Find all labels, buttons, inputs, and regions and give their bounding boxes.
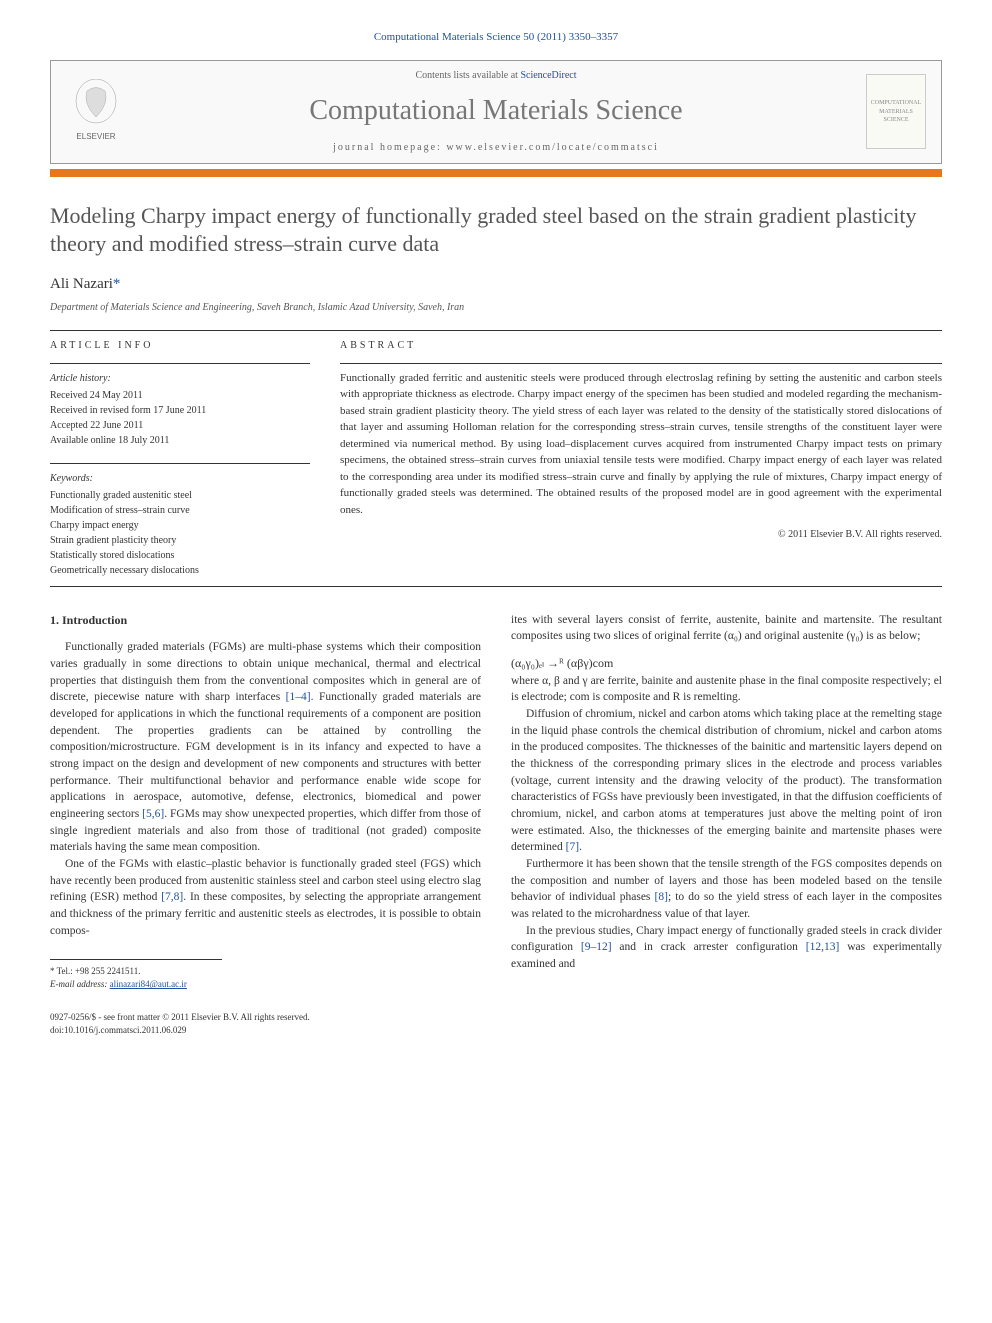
footnote-block: * Tel.: +98 255 2241511. E-mail address:… bbox=[50, 959, 222, 991]
history-label: Article history: bbox=[50, 372, 310, 386]
footer-meta: 0927-0256/$ - see front matter © 2011 El… bbox=[50, 1011, 942, 1036]
keyword: Statistically stored dislocations bbox=[50, 548, 310, 563]
body-column-left: 1. Introduction Functionally graded mate… bbox=[50, 612, 481, 992]
body-paragraph: ites with several layers consist of ferr… bbox=[511, 612, 942, 645]
corresponding-author-mark[interactable]: * bbox=[113, 276, 121, 292]
journal-title: Computational Materials Science bbox=[126, 91, 866, 130]
affiliation: Department of Materials Science and Engi… bbox=[50, 301, 942, 315]
keyword: Modification of stress–strain curve bbox=[50, 503, 310, 518]
body-paragraph: One of the FGMs with elastic–plastic beh… bbox=[50, 856, 481, 939]
article-info-heading: ARTICLE INFO bbox=[50, 339, 310, 353]
journal-cover-thumbnail: COMPUTATIONAL MATERIALS SCIENCE bbox=[866, 74, 926, 149]
online-date: Available online 18 July 2011 bbox=[50, 433, 310, 448]
abstract-heading: ABSTRACT bbox=[340, 339, 942, 353]
citation-header: Computational Materials Science 50 (2011… bbox=[50, 30, 942, 45]
keyword: Geometrically necessary dislocations bbox=[50, 563, 310, 578]
body-column-right: ites with several layers consist of ferr… bbox=[511, 612, 942, 992]
divider bbox=[50, 586, 942, 587]
accepted-date: Accepted 22 June 2011 bbox=[50, 418, 310, 433]
sciencedirect-link[interactable]: ScienceDirect bbox=[520, 70, 576, 81]
keywords-label: Keywords: bbox=[50, 472, 310, 486]
body-paragraph: In the previous studies, Chary impact en… bbox=[511, 923, 942, 973]
article-title: Modeling Charpy impact energy of functio… bbox=[50, 202, 942, 259]
article-info-block: ARTICLE INFO Article history: Received 2… bbox=[50, 339, 310, 578]
journal-banner: ELSEVIER Contents lists available at Sci… bbox=[50, 60, 942, 163]
keyword: Charpy impact energy bbox=[50, 518, 310, 533]
abstract-text: Functionally graded ferritic and austeni… bbox=[340, 370, 942, 519]
divider bbox=[50, 330, 942, 331]
section-heading: 1. Introduction bbox=[50, 612, 481, 629]
abstract-block: ABSTRACT Functionally graded ferritic an… bbox=[340, 339, 942, 578]
copyright-line: © 2011 Elsevier B.V. All rights reserved… bbox=[340, 528, 942, 542]
body-paragraph: Diffusion of chromium, nickel and carbon… bbox=[511, 706, 942, 856]
svg-text:ELSEVIER: ELSEVIER bbox=[76, 132, 115, 141]
author-name: Ali Nazari* bbox=[50, 274, 942, 295]
equation: (α₀γ₀)ₑₗ →ᴿ (αβγ)com bbox=[511, 655, 942, 672]
body-paragraph: Furthermore it has been shown that the t… bbox=[511, 856, 942, 923]
elsevier-logo: ELSEVIER bbox=[66, 77, 126, 147]
revised-date: Received in revised form 17 June 2011 bbox=[50, 403, 310, 418]
body-paragraph: where α, β and γ are ferrite, bainite an… bbox=[511, 673, 942, 706]
journal-homepage: journal homepage: www.elsevier.com/locat… bbox=[126, 141, 866, 155]
received-date: Received 24 May 2011 bbox=[50, 388, 310, 403]
contents-available: Contents lists available at ScienceDirec… bbox=[126, 69, 866, 83]
email-link[interactable]: alinazari84@aut.ac.ir bbox=[110, 979, 187, 989]
accent-bar bbox=[50, 169, 942, 177]
keyword: Strain gradient plasticity theory bbox=[50, 533, 310, 548]
keyword: Functionally graded austenitic steel bbox=[50, 488, 310, 503]
body-paragraph: Functionally graded materials (FGMs) are… bbox=[50, 639, 481, 856]
